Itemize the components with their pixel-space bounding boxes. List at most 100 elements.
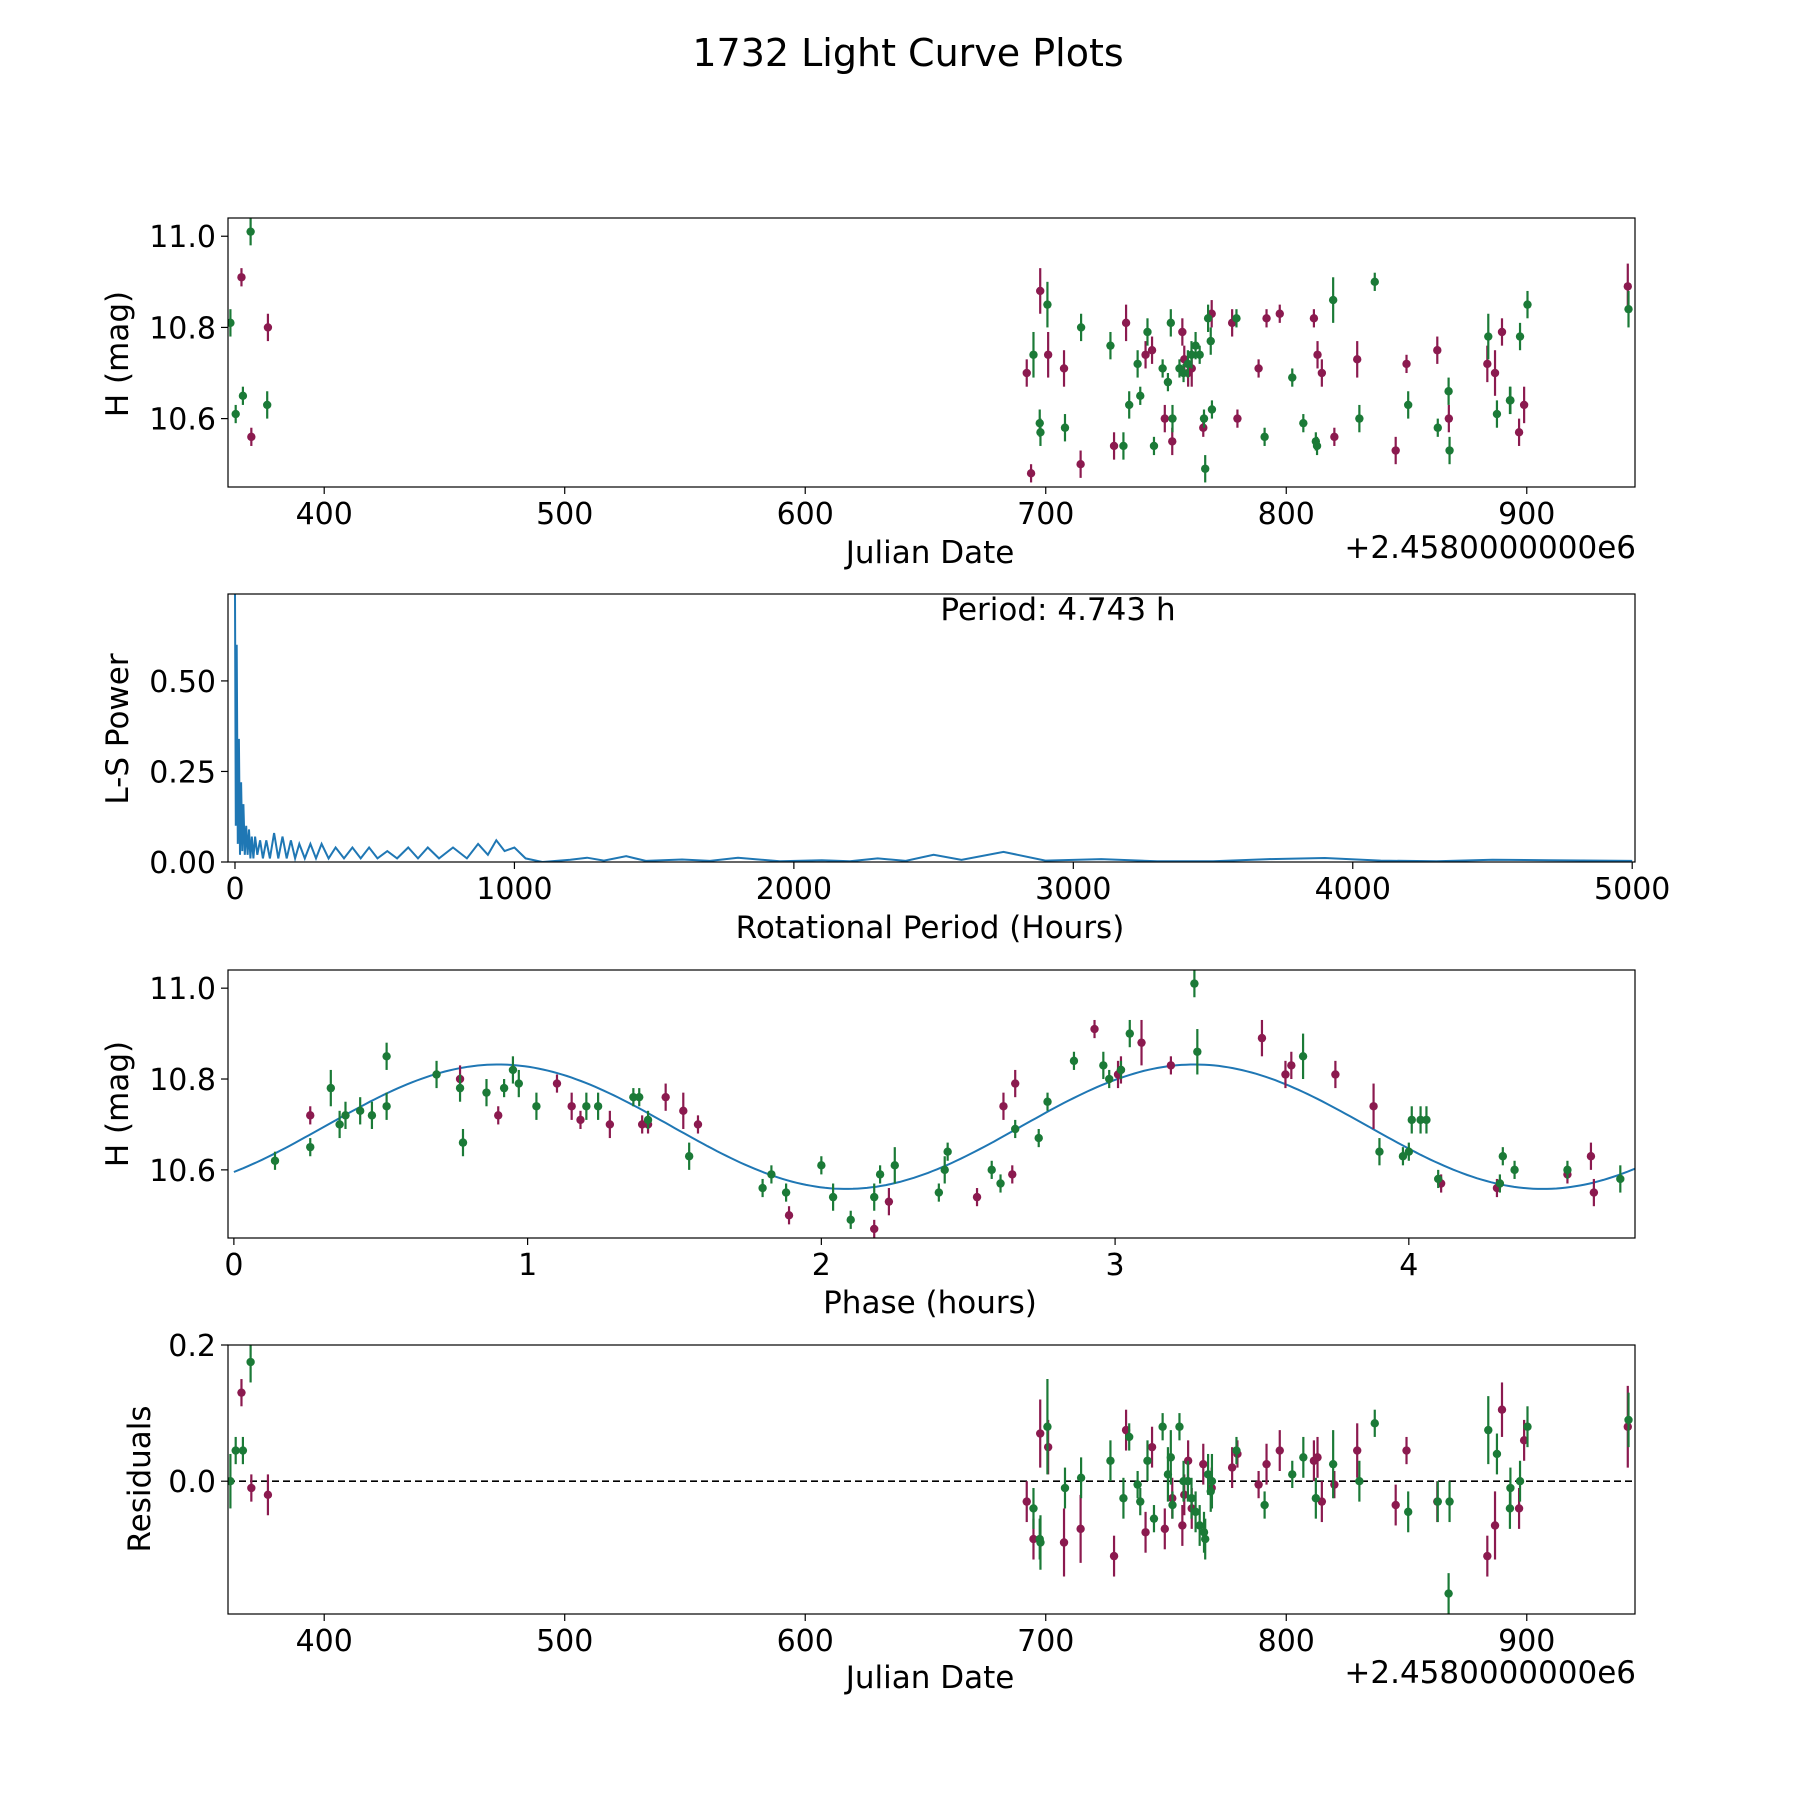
p4-data-point [237,1379,246,1407]
p4-axes-frame [227,1344,1636,1615]
p3-marker-green [875,1170,885,1179]
p4-marker-magenta [1036,1429,1045,1438]
p3-marker-green [593,1102,603,1111]
p3-data-point [684,1142,694,1170]
p3-marker-magenta [1090,1024,1099,1034]
p3-data-point [1190,970,1199,998]
p4-data-point [1201,1518,1210,1560]
p1-data-point [1158,359,1167,378]
p1-data-point [231,404,240,424]
p4-data-point [1022,1481,1031,1523]
p4-marker-green [1207,1477,1217,1486]
p4-data-point [1199,1511,1209,1553]
p3-data-point [996,1174,1005,1193]
p3-marker-green [1404,1147,1414,1156]
p3-marker-green [684,1152,694,1161]
p4-marker-magenta [1254,1480,1263,1489]
p3-data-point [661,1083,670,1111]
p1-marker-green [1191,341,1200,350]
p2-x-axis-label: Rotational Period (Hours) [736,910,1125,946]
p3-data-point [1375,1138,1384,1166]
p3-data-point [341,1101,350,1129]
p4-data-point [1262,1443,1271,1485]
p1-marker-green [1624,304,1633,314]
p4-marker-green [1433,1497,1442,1506]
p1-marker-magenta [1059,364,1069,373]
p3-data-point [494,1106,503,1125]
p3-marker-green [1116,1065,1126,1075]
p1-data-point [1206,327,1215,355]
p1-marker-magenta [1233,414,1242,423]
p1-marker-green [1506,396,1515,405]
p1-data-point [1288,368,1297,387]
p3-marker-green [1043,1097,1052,1106]
p1-data-point [1133,350,1142,378]
p3-x-tick-label: 2 [812,1248,831,1283]
p3-data-point [306,1138,315,1157]
p1-data-point [1262,309,1271,328]
p3-data-point [890,1147,899,1184]
p3-marker-green [1099,1061,1108,1070]
p4-data-point [1523,1406,1532,1448]
p1-marker-green [1106,341,1115,350]
p1-marker-green [1328,295,1338,305]
p3-data-point [1011,1069,1020,1098]
p1-data-point [1444,404,1454,433]
p1-marker-green [1288,373,1297,382]
p4-data-point [1506,1467,1515,1509]
p1-marker-green [1445,446,1454,455]
p1-data-point [1125,391,1134,419]
p1-marker-green [1136,391,1145,401]
p1-marker-green [1433,423,1442,432]
p1-marker-green [231,409,240,419]
p3-marker-green [355,1106,365,1116]
p4-data-point [1207,1453,1217,1509]
p3-marker-green [987,1165,996,1175]
p3-marker-magenta [1281,1070,1290,1079]
p4-marker-green [1299,1453,1308,1462]
p1-data-point [1391,436,1400,465]
p3-data-point [1586,1142,1596,1170]
p4-marker-green [1624,1415,1633,1425]
p3-marker-magenta [1589,1188,1599,1197]
p4-y-axis-label: Residuals [122,1405,158,1552]
p3-marker-green [934,1188,944,1197]
p1-marker-magenta [1254,364,1263,373]
p4-data-point [1119,1477,1128,1519]
p4-marker-magenta [1262,1459,1271,1469]
p3-data-point [940,1156,949,1184]
p1-marker-green [1207,405,1217,414]
p1-data-point [1163,373,1173,392]
p4-data-point [1125,1423,1134,1451]
p3-data-point [552,1074,562,1093]
p1-data-point [1201,455,1210,483]
p3-data-point [1407,1106,1416,1134]
p2-x-tick-label: 1000 [476,872,552,907]
p3-data-point [1331,1060,1340,1089]
p4-data-point [1076,1457,1086,1499]
p3-marker-green [432,1070,441,1079]
p3-marker-green [270,1156,280,1165]
p1-data-point [1195,345,1204,364]
p4-marker-green [1311,1494,1321,1503]
p1-marker-green [1179,368,1188,378]
p4-marker-magenta [247,1483,256,1493]
p1-marker-magenta [1026,469,1036,478]
p3-marker-green [514,1079,523,1088]
p3-marker-green [1125,1029,1134,1038]
p4-x-tick-label: 600 [777,1624,834,1659]
p3-marker-magenta [306,1111,315,1120]
p4-marker-magenta [1353,1446,1362,1455]
p1-data-point [1043,331,1053,378]
p3-marker-green [1416,1115,1425,1125]
p1-y-tick-label: 11.0 [149,220,216,255]
p4-data-point [263,1474,273,1516]
p3-marker-magenta [999,1102,1008,1111]
p1-data-point [1043,281,1052,328]
p3-data-point [458,1128,468,1157]
p4-marker-magenta [1402,1446,1411,1455]
p4-marker-green [1206,1487,1215,1496]
p1-marker-magenta [1275,309,1284,318]
figure-title: 1732 Light Curve Plots [692,31,1123,75]
p3-marker-green [1498,1152,1508,1161]
